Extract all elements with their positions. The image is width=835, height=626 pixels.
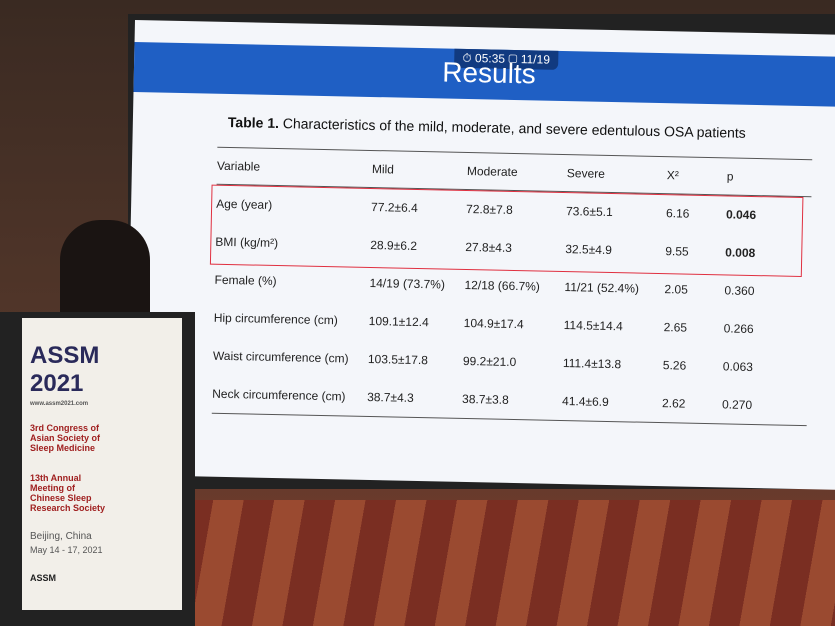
banner-name: ASSM (30, 342, 100, 369)
table-cell: 0.360 (724, 283, 755, 299)
banner-city: Beijing, China (30, 531, 92, 542)
table-cell: 104.9±17.4 (463, 315, 524, 332)
table-cell: 11/21 (52.4%) (564, 280, 640, 296)
table-cell: 12/18 (66.7%) (464, 277, 541, 294)
table-cell: 109.1±12.4 (368, 313, 429, 330)
table-cell: 0.270 (721, 397, 753, 413)
banner-url: www.assm2021.com (30, 401, 89, 407)
speaker (60, 220, 150, 320)
table-cell: 111.4±13.8 (562, 356, 622, 372)
table-cell: 0.266 (723, 321, 754, 337)
table-cell: 99.2±21.0 (462, 353, 517, 370)
header-cell: Mild (371, 161, 395, 177)
table-label: Table 1. (227, 113, 280, 132)
table-cell: 2.62 (661, 396, 686, 411)
table-cell: 38.7±3.8 (461, 391, 509, 407)
banner-logo: ASSM (30, 573, 57, 583)
caption-text: Characteristics of the mild, moderate, a… (282, 115, 746, 141)
header-cell: Variable (216, 158, 261, 174)
table-cell: 5.26 (662, 358, 687, 373)
table-cell: 2.65 (663, 320, 688, 335)
table-cell: Waist circumference (cm) (212, 348, 349, 366)
table-cell: Neck circumference (cm) (212, 386, 346, 404)
table-cell: 114.5±14.4 (563, 318, 623, 334)
banner: ASSM 2021 www.assm2021.com 3rd Congress … (22, 318, 182, 610)
table-cell: 14/19 (73.7%) (369, 275, 446, 292)
table-cell: 38.7±4.3 (367, 389, 414, 405)
table-cell: 41.4±6.9 (561, 394, 609, 410)
banner-congress: 3rd Congress of Asian Society of Sleep M… (30, 423, 101, 453)
table-cell: 0.063 (722, 359, 754, 375)
banner-meeting: 13th Annual Meeting of Chinese Sleep Res… (30, 473, 106, 513)
header-cell: X² (666, 168, 680, 183)
header-cell: Moderate (466, 163, 518, 180)
highlight-box (209, 184, 804, 278)
header-cell: Severe (566, 166, 606, 181)
banner-dates: May 14 - 17, 2021 (30, 545, 103, 555)
table-cell: 2.05 (664, 282, 688, 297)
header-cell: p (726, 169, 734, 184)
table-caption: Table 1. Characteristics of the mild, mo… (228, 114, 746, 141)
banner-year: 2021 (30, 370, 84, 397)
table-cell: 103.5±17.8 (367, 351, 429, 368)
table-cell: Female (%) (214, 272, 277, 289)
table-cell: Hip circumference (cm) (213, 310, 338, 328)
slide: ⏱ 05:35 ▢ 11/19 Results Table 1. Charact… (125, 20, 835, 490)
